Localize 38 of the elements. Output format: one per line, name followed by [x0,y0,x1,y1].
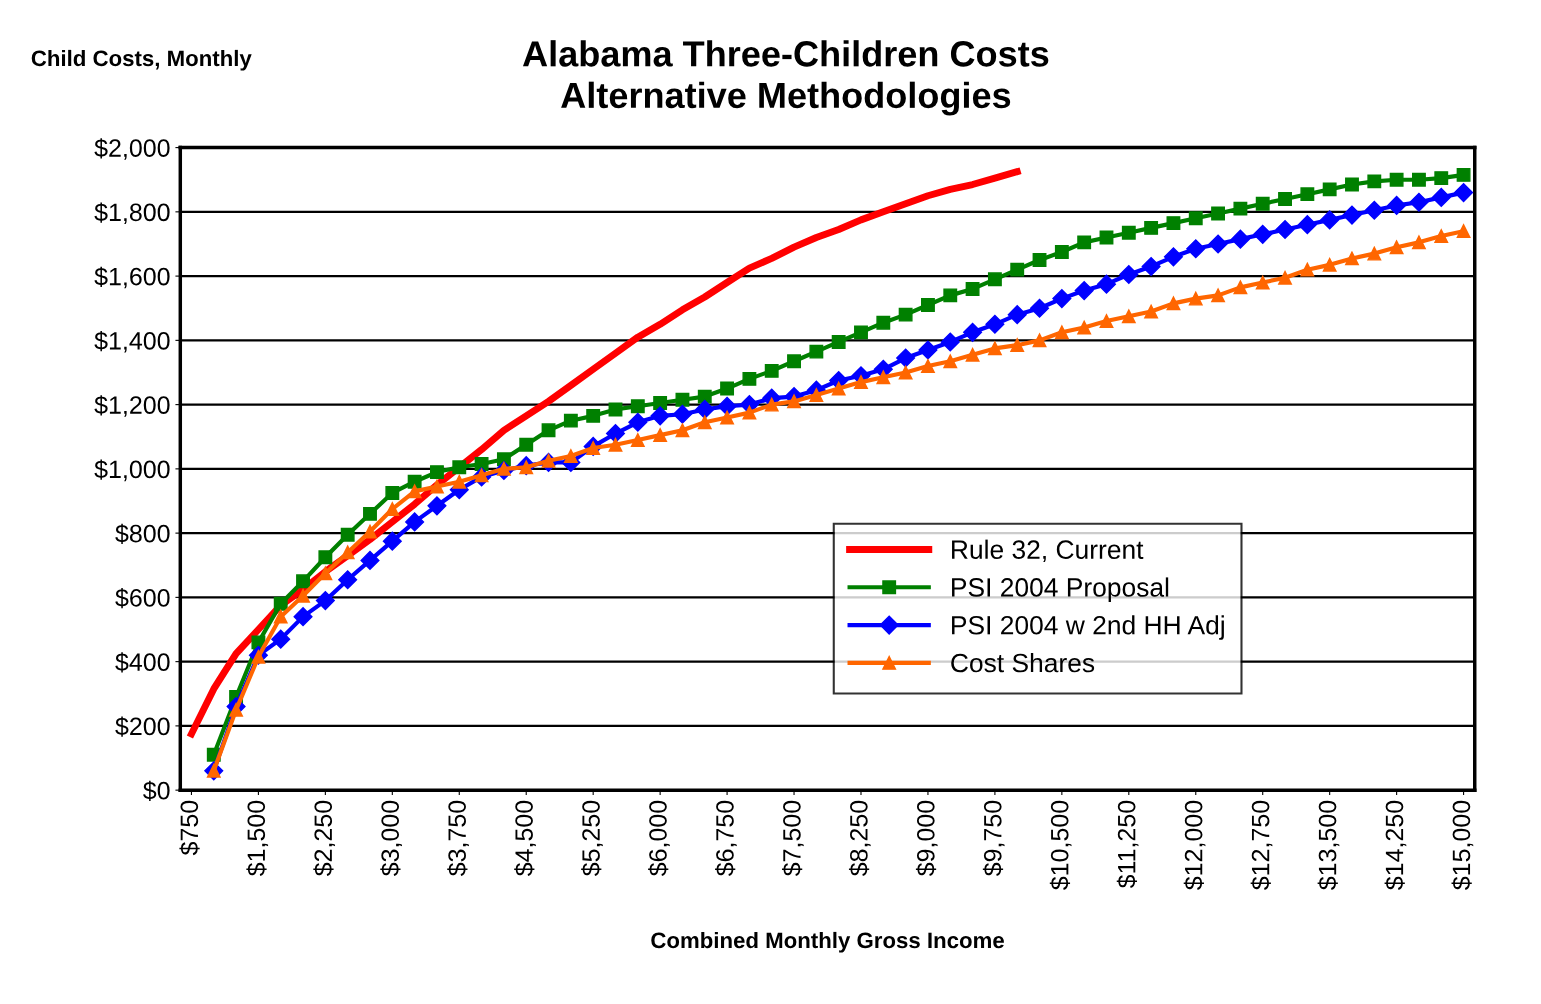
x-tick-label: $1,500 [246,800,269,877]
x-tick-label: $11,250 [1116,800,1139,889]
chart-title: Alabama Three-Children Costs Alternative Methodologies [522,40,1049,116]
x-tick-label: $13,500 [1317,800,1340,890]
legend-label: Cost Shares [951,652,1095,673]
x-tick-label: $750 [179,800,200,856]
legend-label: Rule 32, Current [952,539,1144,563]
x-tick-label: $3,750 [447,800,469,877]
legend-label: PSI 2004 w 2nd HH Adj [952,615,1224,640]
x-tick-label: $3,000 [380,800,402,877]
x-tick-label: $8,250 [848,800,871,877]
x-tick-label: $9,750 [982,800,1005,877]
x-tick-label: $6,000 [648,800,670,877]
x-tick-label: $12,000 [1183,800,1206,890]
y-tick-label: $1,600 [94,266,170,289]
x-tick-label: $12,750 [1250,800,1273,890]
y-tick-label: $1,000 [94,459,170,482]
y-tick-label: $800 [115,523,170,544]
y-tick-label: $600 [115,587,170,609]
x-tick-label: $14,250 [1384,800,1407,890]
y-tick-label: $2,000 [94,138,170,160]
y-tick-label: $400 [115,652,170,673]
x-tick-label: $5,250 [581,800,603,877]
x-tick-label: $10,500 [1049,800,1072,890]
x-tick-label: $7,500 [782,800,804,877]
y-tick-label: $1,400 [94,330,170,353]
y-tick-label: $1,800 [94,202,170,225]
x-axis-title: Combined Monthly Gross Income [651,931,1004,953]
x-tick-label: $15,000 [1451,800,1474,890]
x-tick-label: $2,250 [313,800,336,877]
legend-label: PSI 2004 Proposal [952,577,1169,602]
y-tick-label: $1,200 [94,395,170,417]
y-tick-label: $200 [115,716,170,737]
x-tick-label: $9,000 [915,800,938,877]
x-tick-label: $4,500 [514,800,536,877]
y-axis-title: Child Costs, Monthly [31,49,252,71]
y-tick-label: $0 [143,780,170,801]
x-tick-label: $6,750 [715,800,737,877]
